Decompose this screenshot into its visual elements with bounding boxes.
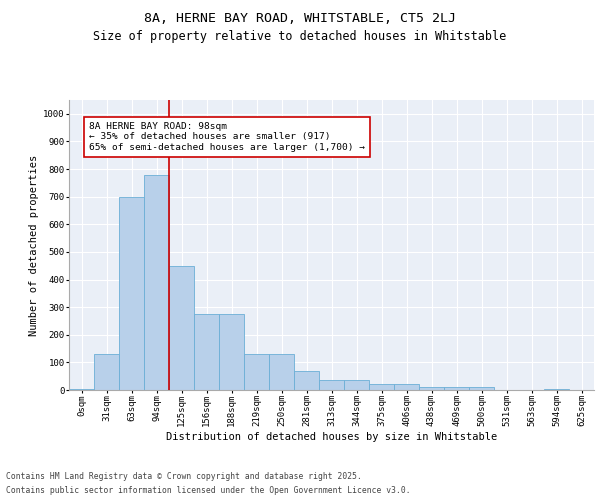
Bar <box>344 380 369 390</box>
Bar <box>319 380 344 390</box>
Bar <box>544 388 569 390</box>
Bar <box>469 387 494 390</box>
Bar <box>269 354 294 390</box>
Bar <box>444 387 469 390</box>
Bar <box>294 370 319 390</box>
Bar <box>369 384 394 390</box>
Bar <box>144 174 169 390</box>
X-axis label: Distribution of detached houses by size in Whitstable: Distribution of detached houses by size … <box>166 432 497 442</box>
Text: Size of property relative to detached houses in Whitstable: Size of property relative to detached ho… <box>94 30 506 43</box>
Y-axis label: Number of detached properties: Number of detached properties <box>29 154 39 336</box>
Bar <box>119 196 144 390</box>
Text: 8A, HERNE BAY ROAD, WHITSTABLE, CT5 2LJ: 8A, HERNE BAY ROAD, WHITSTABLE, CT5 2LJ <box>144 12 456 26</box>
Bar <box>94 354 119 390</box>
Text: Contains public sector information licensed under the Open Government Licence v3: Contains public sector information licen… <box>6 486 410 495</box>
Bar <box>169 266 194 390</box>
Bar <box>244 354 269 390</box>
Bar <box>394 384 419 390</box>
Text: Contains HM Land Registry data © Crown copyright and database right 2025.: Contains HM Land Registry data © Crown c… <box>6 472 362 481</box>
Bar <box>194 314 219 390</box>
Bar <box>419 387 444 390</box>
Bar <box>219 314 244 390</box>
Bar <box>69 388 94 390</box>
Text: 8A HERNE BAY ROAD: 98sqm
← 35% of detached houses are smaller (917)
65% of semi-: 8A HERNE BAY ROAD: 98sqm ← 35% of detach… <box>89 122 365 152</box>
